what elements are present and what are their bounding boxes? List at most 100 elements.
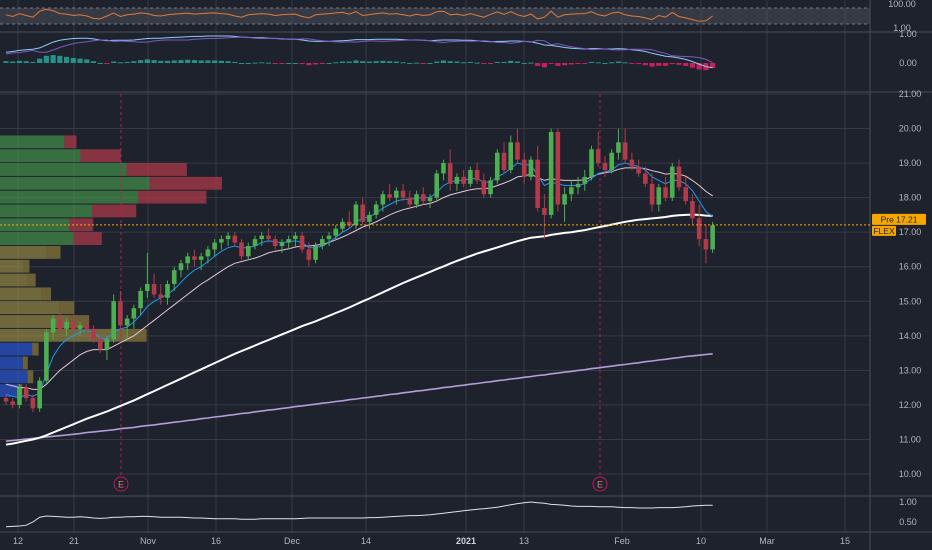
candle-body[interactable]: [77, 325, 83, 329]
candle-body[interactable]: [589, 149, 594, 177]
candle-body[interactable]: [252, 239, 258, 246]
candle-body[interactable]: [494, 152, 500, 181]
candle-body[interactable]: [185, 256, 191, 264]
candle-body[interactable]: [138, 290, 143, 309]
candle-body[interactable]: [346, 221, 352, 226]
candle-body[interactable]: [353, 204, 359, 226]
candle-body[interactable]: [17, 387, 22, 405]
candle-body[interactable]: [434, 173, 440, 198]
candle-body[interactable]: [124, 318, 130, 326]
candle-body[interactable]: [636, 166, 641, 174]
candle-body[interactable]: [535, 159, 540, 208]
candle-body[interactable]: [663, 187, 668, 198]
candle-body[interactable]: [373, 204, 379, 215]
candle-body[interactable]: [508, 142, 514, 170]
candle-body[interactable]: [643, 173, 648, 184]
candle-body[interactable]: [441, 163, 446, 174]
candle-body[interactable]: [380, 194, 386, 205]
candle-body[interactable]: [333, 228, 339, 236]
candle-body[interactable]: [420, 194, 426, 202]
candle-body[interactable]: [192, 256, 197, 260]
candle-body[interactable]: [569, 187, 574, 195]
candle-body[interactable]: [427, 197, 433, 202]
candle-body[interactable]: [407, 197, 413, 205]
candle-body[interactable]: [37, 380, 42, 409]
candle-body[interactable]: [582, 176, 588, 184]
candle-body[interactable]: [696, 218, 702, 240]
candle-body[interactable]: [488, 180, 493, 195]
candle-body[interactable]: [57, 318, 63, 329]
candle-body[interactable]: [622, 142, 628, 160]
candle-body[interactable]: [521, 159, 527, 177]
candle-body[interactable]: [286, 239, 291, 243]
candle-body[interactable]: [690, 201, 695, 219]
candle-body[interactable]: [669, 166, 675, 198]
candle-body[interactable]: [676, 166, 682, 188]
candle-body[interactable]: [239, 242, 244, 257]
earnings-marker[interactable]: [113, 476, 129, 492]
candle-body[interactable]: [595, 149, 601, 164]
candle-body[interactable]: [629, 159, 635, 167]
candle-body[interactable]: [447, 163, 453, 184]
candle-body[interactable]: [198, 256, 204, 260]
candle-body[interactable]: [91, 328, 96, 340]
candle-body[interactable]: [131, 308, 137, 319]
candle-body[interactable]: [3, 398, 9, 402]
candle-body[interactable]: [306, 249, 312, 260]
candle-body[interactable]: [683, 187, 689, 202]
candle-body[interactable]: [145, 284, 150, 291]
candle-body[interactable]: [104, 339, 110, 350]
candle-body[interactable]: [340, 221, 345, 229]
candle-body[interactable]: [71, 322, 76, 329]
candle-body[interactable]: [151, 284, 157, 295]
candle-body[interactable]: [245, 246, 251, 257]
candle-body[interactable]: [111, 301, 116, 340]
candle-body[interactable]: [84, 325, 90, 329]
candle-body[interactable]: [171, 270, 177, 284]
candle-body[interactable]: [515, 142, 520, 160]
candle-body[interactable]: [394, 190, 399, 198]
candle-body[interactable]: [461, 176, 466, 184]
candle-body[interactable]: [259, 235, 265, 240]
candle-body[interactable]: [400, 190, 406, 198]
candle-body[interactable]: [212, 242, 217, 250]
candle-body[interactable]: [158, 294, 164, 298]
candle-body[interactable]: [468, 170, 473, 184]
candle-body[interactable]: [326, 235, 332, 240]
candle-body[interactable]: [44, 332, 49, 381]
candle-body[interactable]: [178, 263, 184, 271]
candle-body[interactable]: [367, 214, 372, 222]
candle-body[interactable]: [30, 398, 36, 409]
candle-body[interactable]: [575, 183, 581, 188]
candle-body[interactable]: [387, 194, 392, 198]
candle-body[interactable]: [360, 204, 365, 222]
candle-body[interactable]: [23, 387, 29, 398]
candle-body[interactable]: [656, 187, 662, 205]
candle-body[interactable]: [50, 318, 56, 333]
candle-body[interactable]: [118, 301, 123, 326]
candle-body[interactable]: [293, 235, 298, 240]
candle-body[interactable]: [528, 159, 534, 177]
candle-body[interactable]: [165, 284, 170, 298]
candle-body[interactable]: [474, 170, 480, 181]
candle-body[interactable]: [454, 176, 460, 184]
candle-body[interactable]: [313, 246, 318, 260]
candle-body[interactable]: [501, 152, 507, 170]
candle-body[interactable]: [279, 242, 285, 246]
candle-body[interactable]: [542, 208, 547, 215]
earnings-marker[interactable]: [592, 476, 608, 492]
candle-body[interactable]: [272, 239, 278, 246]
candle-body[interactable]: [205, 249, 211, 257]
candle-body[interactable]: [299, 235, 305, 250]
candle-body[interactable]: [266, 235, 271, 240]
candle-body[interactable]: [10, 401, 16, 405]
candle-body[interactable]: [232, 235, 238, 243]
candle-body[interactable]: [710, 225, 715, 250]
candle-body[interactable]: [616, 142, 621, 153]
candle-body[interactable]: [64, 322, 69, 329]
candle-body[interactable]: [414, 194, 419, 205]
candle-body[interactable]: [548, 132, 554, 215]
candle-body[interactable]: [97, 339, 103, 350]
